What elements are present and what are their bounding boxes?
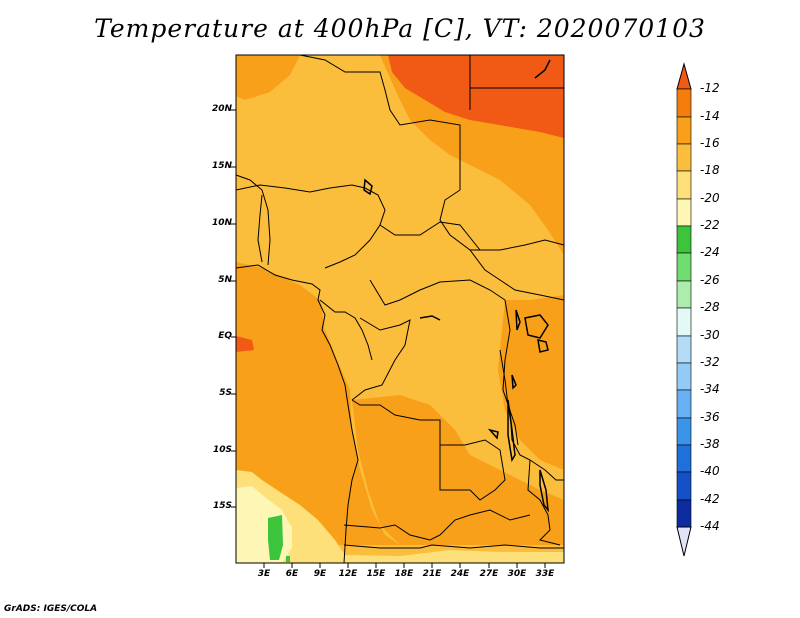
colorbar-swatch xyxy=(676,198,692,227)
temperature-fill-layer xyxy=(236,55,564,563)
lon-label-21e: 21E xyxy=(422,569,442,579)
colorbar-swatch xyxy=(676,335,692,364)
lake-albert xyxy=(515,309,521,331)
colorbar-label: -34 xyxy=(700,382,720,396)
lon-label-30e: 30E xyxy=(507,569,527,579)
fill-region-22-spot xyxy=(286,556,290,562)
colorbar-label: -40 xyxy=(700,464,720,478)
border-algeria-libya-niger xyxy=(299,54,461,190)
lon-label-24e: 24E xyxy=(450,569,470,579)
colorbar-label: -38 xyxy=(700,437,720,451)
colorbar-swatch xyxy=(676,389,692,419)
lon-label-6e: 6E xyxy=(285,569,299,579)
colorbar-label: -16 xyxy=(700,136,720,150)
border-uganda-kenya-tanzania xyxy=(502,299,564,481)
border-libya-chad-sudan xyxy=(439,189,565,301)
fill-region-18-southwest xyxy=(236,470,564,563)
colorbar-swatch xyxy=(676,88,692,118)
border-cameroon-gabon xyxy=(319,299,373,361)
colorbar-swatch xyxy=(676,307,692,337)
colorbar-swatch xyxy=(676,280,692,309)
colorbar-label: -18 xyxy=(700,163,720,177)
border-drc-angola xyxy=(351,399,455,491)
lake-red-sea-shore xyxy=(534,59,551,79)
colorbar-top-triangle xyxy=(676,62,692,90)
colorbar-label: -22 xyxy=(700,218,720,232)
colorbar-label: -20 xyxy=(700,191,720,205)
lake-turkana xyxy=(537,338,549,353)
chart-title: Temperature at 400hPa [C], VT: 202007010… xyxy=(94,14,706,43)
colorbar-swatch xyxy=(676,170,692,200)
lat-label-10n: 10N xyxy=(211,218,232,228)
lon-label-3e: 3E xyxy=(257,569,271,579)
lat-label-eq: EQ xyxy=(218,331,232,341)
colorbar-label: -28 xyxy=(700,300,720,314)
fill-region-12-north xyxy=(388,55,564,138)
lat-label-5s: 5S xyxy=(219,388,232,398)
lat-label-5n: 5N xyxy=(218,275,232,285)
fill-region-22-southwest xyxy=(268,515,283,560)
fill-region-14-northwest xyxy=(236,55,300,100)
lat-label-15s: 15S xyxy=(212,501,232,511)
axis-ticks xyxy=(231,109,546,568)
lakes xyxy=(363,59,551,513)
colorbar-swatch xyxy=(676,417,692,446)
fill-region-14-west xyxy=(236,262,400,545)
colorbar-label: -30 xyxy=(700,328,720,342)
colorbar-label: -26 xyxy=(700,273,720,287)
border-southern-lower xyxy=(343,544,564,549)
colorbar-swatch xyxy=(676,471,692,501)
colorbar-swatch xyxy=(676,116,692,145)
lake-tanganyika xyxy=(507,399,516,463)
colorbar-label: -44 xyxy=(700,519,720,533)
border-mozambique-malawi xyxy=(527,459,561,546)
colorbar-label: -12 xyxy=(700,81,720,95)
colorbar-swatch xyxy=(676,143,692,172)
colorbar-label: -36 xyxy=(700,410,720,424)
colorbar-label: -32 xyxy=(700,355,720,369)
border-nigeria-benin xyxy=(257,194,263,263)
lake-malawi xyxy=(539,469,549,513)
lake-kivu xyxy=(511,374,517,390)
lon-label-33e: 33E xyxy=(535,569,555,579)
lake-congo-oxbow xyxy=(419,315,441,321)
border-drc-zambia xyxy=(440,439,506,501)
lon-label-9e: 9E xyxy=(313,569,327,579)
fill-region-14-central-south xyxy=(352,395,564,545)
lat-label-15n: 15N xyxy=(211,161,232,171)
colorbar-label: -24 xyxy=(700,245,720,259)
border-namibia-botswana xyxy=(343,509,531,541)
border-car-south xyxy=(369,279,506,306)
border-car-north xyxy=(379,221,481,251)
colorbar-swatch xyxy=(676,225,692,254)
border-mali-burkina xyxy=(235,174,271,266)
fill-region-12-equator xyxy=(236,336,254,352)
colorbar-swatch xyxy=(676,499,692,528)
colorbar-label: -42 xyxy=(700,492,720,506)
lake-victoria xyxy=(524,314,549,339)
fill-region-14-east xyxy=(498,295,564,470)
lake-chad xyxy=(363,178,373,196)
colorbar-swatch xyxy=(676,444,692,473)
map-frame xyxy=(235,54,565,564)
border-niger-chad-nigeria xyxy=(235,184,386,269)
border-ethiopia-sudan xyxy=(470,239,565,251)
lat-label-10s: 10S xyxy=(212,445,232,455)
colorbar-swatch xyxy=(676,252,692,282)
border-congo-drc xyxy=(351,317,411,401)
border-west-african-coast xyxy=(235,264,359,564)
lon-label-15e: 15E xyxy=(366,569,386,579)
colorbar xyxy=(676,62,692,557)
colorbar-swatch xyxy=(676,362,692,391)
colorbar-label: -14 xyxy=(700,109,720,123)
lat-label-20n: 20N xyxy=(211,104,232,114)
lon-label-12e: 12E xyxy=(338,569,358,579)
lake-mweru xyxy=(487,428,499,440)
colorbar-bottom-triangle xyxy=(676,526,692,557)
lon-label-27e: 27E xyxy=(479,569,499,579)
lon-label-18e: 18E xyxy=(394,569,414,579)
credit-text: GrADS: IGES/COLA xyxy=(4,604,98,614)
